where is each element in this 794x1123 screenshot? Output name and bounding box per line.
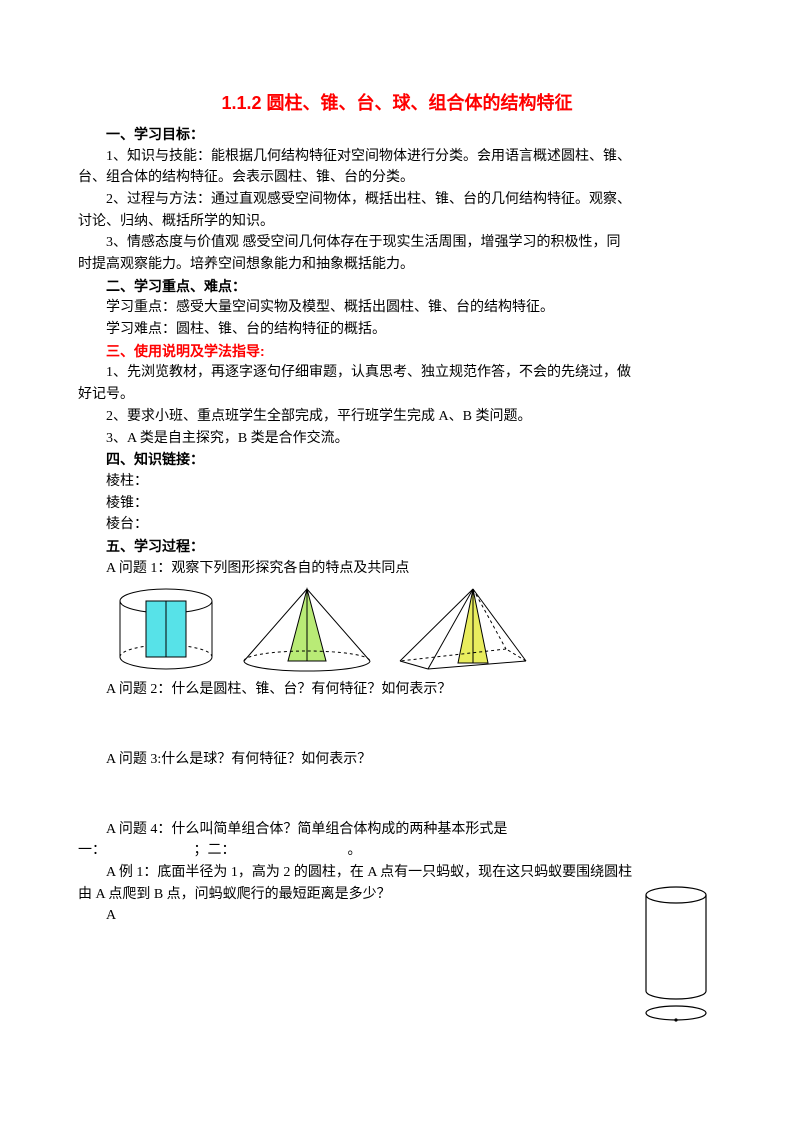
example-1a: A 例 1：底面半径为 1，高为 2 的圆柱，在 A 点有一只蚂蚁，现在这只蚂蚁… xyxy=(78,862,716,884)
para-3a: 3、情感态度与价值观 感受空间几何体存在于现实生活周围，增强学习的积极性，同 xyxy=(78,232,716,254)
question-4b: 一： ；二： 。 xyxy=(78,840,716,862)
heading-3: 三、使用说明及学法指导: xyxy=(78,341,716,363)
heading-2: 二、学习重点、难点： xyxy=(78,276,716,298)
para-6b: 好记号。 xyxy=(78,384,716,406)
pyramid-figure xyxy=(388,583,538,675)
para-8: 3、A 类是自主探究，B 类是合作交流。 xyxy=(78,428,716,450)
question-3: A 问题 3:什么是球？有何特征？如何表示？ xyxy=(78,749,716,771)
para-2a: 2、过程与方法：通过直观感受空间物体，概括出柱、锥、台的几何结构特征。观察、 xyxy=(78,189,716,211)
figure-row xyxy=(106,583,716,675)
heading-1: 一、学习目标： xyxy=(78,124,716,146)
cylinder-diagram-icon xyxy=(636,883,716,1023)
para-2b: 讨论、归纳、概括所学的知识。 xyxy=(78,211,716,233)
doc-title: 1.1.2 圆柱、锥、台、球、组合体的结构特征 xyxy=(78,90,716,118)
cylinder-figure xyxy=(106,583,226,675)
question-2: A 问题 2：什么是圆柱、锥、台？有何特征？如何表示？ xyxy=(78,679,716,701)
para-9: 棱柱： xyxy=(78,471,716,493)
para-4: 学习重点：感受大量空间实物及模型、概括出圆柱、锥、台的结构特征。 xyxy=(78,297,716,319)
para-3b: 时提高观察能力。培养空间想象能力和抽象概括能力。 xyxy=(78,254,716,276)
heading-5: 五、学习过程： xyxy=(78,536,716,558)
para-7: 2、要求小班、重点班学生全部完成，平行班学生完成 A、B 类问题。 xyxy=(78,406,716,428)
para-11: 棱台： xyxy=(78,514,716,536)
document-page: 1.1.2 圆柱、锥、台、球、组合体的结构特征 一、学习目标： 1、知识与技能：… xyxy=(0,0,794,987)
heading-4: 四、知识链接： xyxy=(78,449,716,471)
para-1b: 台、组合体的结构特征。会表示圆柱、锥、台的分类。 xyxy=(78,167,716,189)
blank-space-2 xyxy=(78,771,716,819)
blank-space-1 xyxy=(78,701,716,749)
para-5: 学习难点：圆柱、锥、台的结构特征的概括。 xyxy=(78,319,716,341)
example-1b: 由 A 点爬到 B 点，问蚂蚁爬行的最短距离是多少？ xyxy=(78,884,716,906)
para-6a: 1、先浏览教材，再逐字逐句仔细审题，认真思考、独立规范作答，不会的先绕过，做 xyxy=(78,362,716,384)
question-4a: A 问题 4：什么叫简单组合体？简单组合体构成的两种基本形式是 xyxy=(78,819,716,841)
question-1: A 问题 1：观察下列图形探究各自的特点及共同点 xyxy=(78,558,716,580)
para-1a: 1、知识与技能：能根据几何结构特征对空间物体进行分类。会用语言概述圆柱、锥、 xyxy=(78,146,716,168)
para-10: 棱锥： xyxy=(78,493,716,515)
example-1c: A xyxy=(78,905,716,927)
cone-figure xyxy=(232,583,382,675)
